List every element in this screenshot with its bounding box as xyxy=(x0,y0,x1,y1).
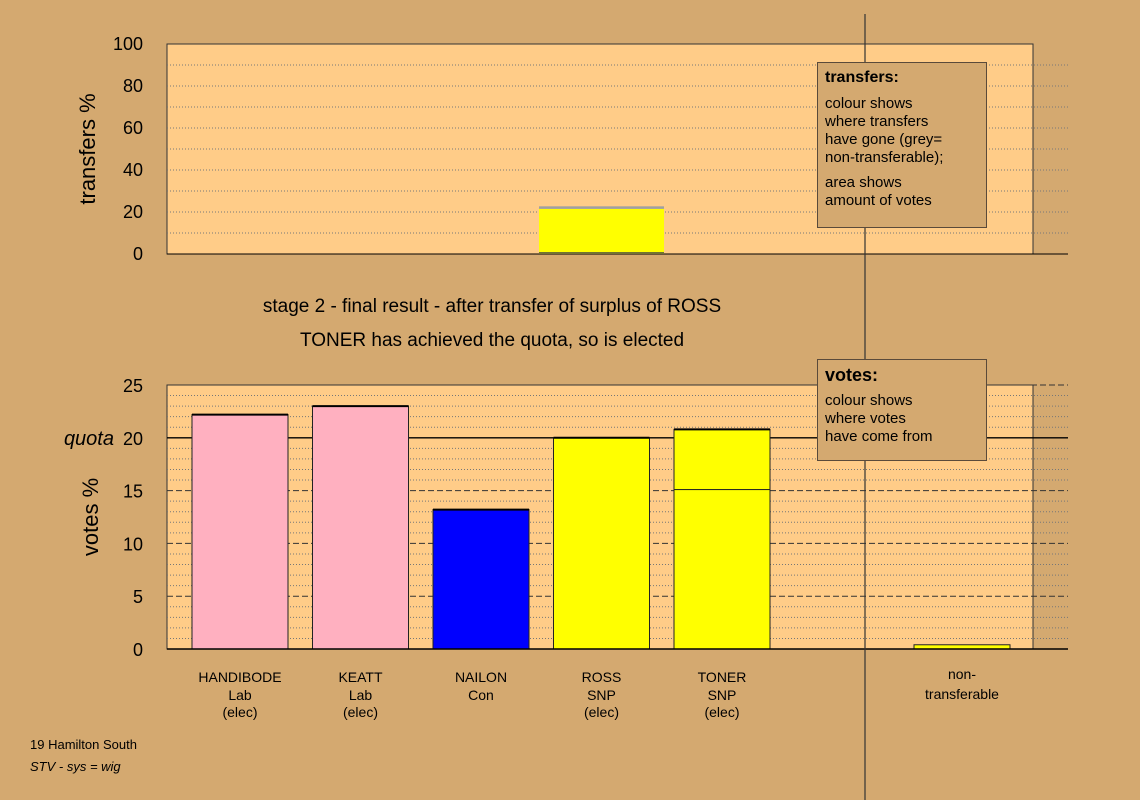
transfers-y-label: transfers % xyxy=(75,93,100,204)
vote-bar-segment xyxy=(553,437,650,650)
candidate-party-label: Con xyxy=(468,687,494,703)
candidate-party-label: SNP xyxy=(708,687,737,703)
transfers-tick-label: 20 xyxy=(123,202,143,222)
votes-tick-label: 0 xyxy=(133,640,143,660)
candidate-name-label: TONER xyxy=(698,669,747,685)
vote-bar-segment xyxy=(191,414,289,650)
candidate-status-label: (elec) xyxy=(584,704,619,720)
candidate-status-label: (elec) xyxy=(343,704,378,720)
transfers-legend-line: non-transferable); xyxy=(825,149,944,166)
transfers-legend: transfers: colour shows where transfers … xyxy=(817,62,987,228)
votes-tick-label: 15 xyxy=(123,482,143,502)
footer-constituency: 19 Hamilton South xyxy=(30,737,137,752)
candidate-name-label: HANDIBODE xyxy=(198,669,281,685)
transfers-legend-line: amount of votes xyxy=(825,192,932,209)
votes-tick-label: 25 xyxy=(123,376,143,396)
votes-tick-label: 10 xyxy=(123,534,143,554)
stage-title: stage 2 - final result - after transfer … xyxy=(263,296,721,317)
nontransferable-label: non- xyxy=(948,666,976,682)
votes-tick-label: 20 xyxy=(123,429,143,449)
candidate-status-label: (elec) xyxy=(704,704,739,720)
candidate-party-label: Lab xyxy=(228,687,252,703)
candidate-status-label: (elec) xyxy=(222,704,257,720)
transfers-legend-line: colour shows xyxy=(825,95,913,112)
transfers-legend-title: transfers: xyxy=(825,69,899,86)
transfers-tick-label: 60 xyxy=(123,118,143,138)
votes-legend-line: have come from xyxy=(825,428,933,445)
vote-bar-segment xyxy=(673,428,771,491)
votes-legend-title: votes: xyxy=(825,365,879,385)
transfers-tick-label: 80 xyxy=(123,76,143,96)
transfer-bar-segment xyxy=(539,206,664,209)
stage-subtitle: TONER has achieved the quota, so is elec… xyxy=(300,330,684,351)
transfers-legend-line: have gone (grey= xyxy=(825,131,943,148)
candidate-party-label: Lab xyxy=(349,687,373,703)
transfers-legend-line: area shows xyxy=(825,174,902,191)
candidate-name-label: KEATT xyxy=(338,669,383,685)
transfers-tick-label: 100 xyxy=(113,34,143,54)
vote-bar-segment xyxy=(312,405,409,650)
transfers-legend-line: where transfers xyxy=(825,113,929,130)
candidate-name-label: NAILON xyxy=(455,669,507,685)
quota-label: quota xyxy=(64,428,114,450)
votes-tick-label: 5 xyxy=(133,587,143,607)
footer-system: STV - sys = wig xyxy=(30,759,121,774)
transfers-tick-label: 40 xyxy=(123,160,143,180)
transfer-bar-segment xyxy=(539,208,664,254)
vote-bar-segment xyxy=(432,509,530,650)
candidate-party-label: SNP xyxy=(587,687,616,703)
transfers-tick-label: 0 xyxy=(133,244,143,264)
votes-y-label: votes % xyxy=(78,478,103,556)
votes-legend-line: where votes xyxy=(825,410,906,427)
nontransferable-label: transferable xyxy=(925,686,999,702)
vote-bar-segment xyxy=(673,489,771,650)
votes-legend-line: colour shows xyxy=(825,392,913,409)
votes-legend: votes: colour shows where votes have com… xyxy=(817,359,987,461)
candidate-name-label: ROSS xyxy=(582,669,622,685)
